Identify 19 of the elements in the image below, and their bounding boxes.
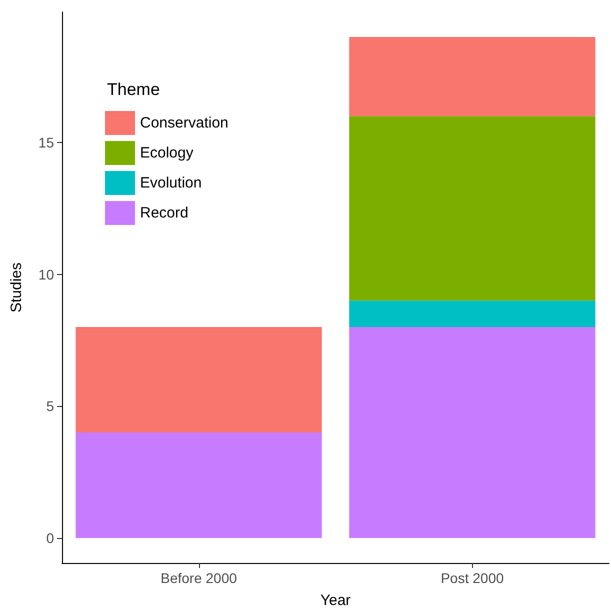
bar [76, 432, 322, 538]
bar [349, 116, 596, 301]
x-tick-label: Post 2000 [440, 570, 504, 586]
bar [76, 327, 322, 432]
y-axis-title: Studies [8, 262, 25, 313]
legend-label: Evolution [140, 174, 202, 192]
legend-title: Theme [107, 80, 160, 99]
legend-label: Record [140, 204, 188, 222]
x-tick-label: Before 2000 [160, 570, 238, 586]
bar [349, 37, 596, 116]
legend-label: Conservation [140, 114, 228, 132]
bar [349, 327, 596, 538]
legend-label: Ecology [140, 144, 194, 162]
y-tick-label: 0 [46, 530, 54, 546]
bar [349, 300, 596, 328]
y-tick-label: 5 [46, 398, 54, 414]
y-tick-label: 15 [38, 134, 54, 150]
x-axis-title: Year [320, 592, 351, 609]
y-tick-label: 10 [38, 266, 54, 282]
